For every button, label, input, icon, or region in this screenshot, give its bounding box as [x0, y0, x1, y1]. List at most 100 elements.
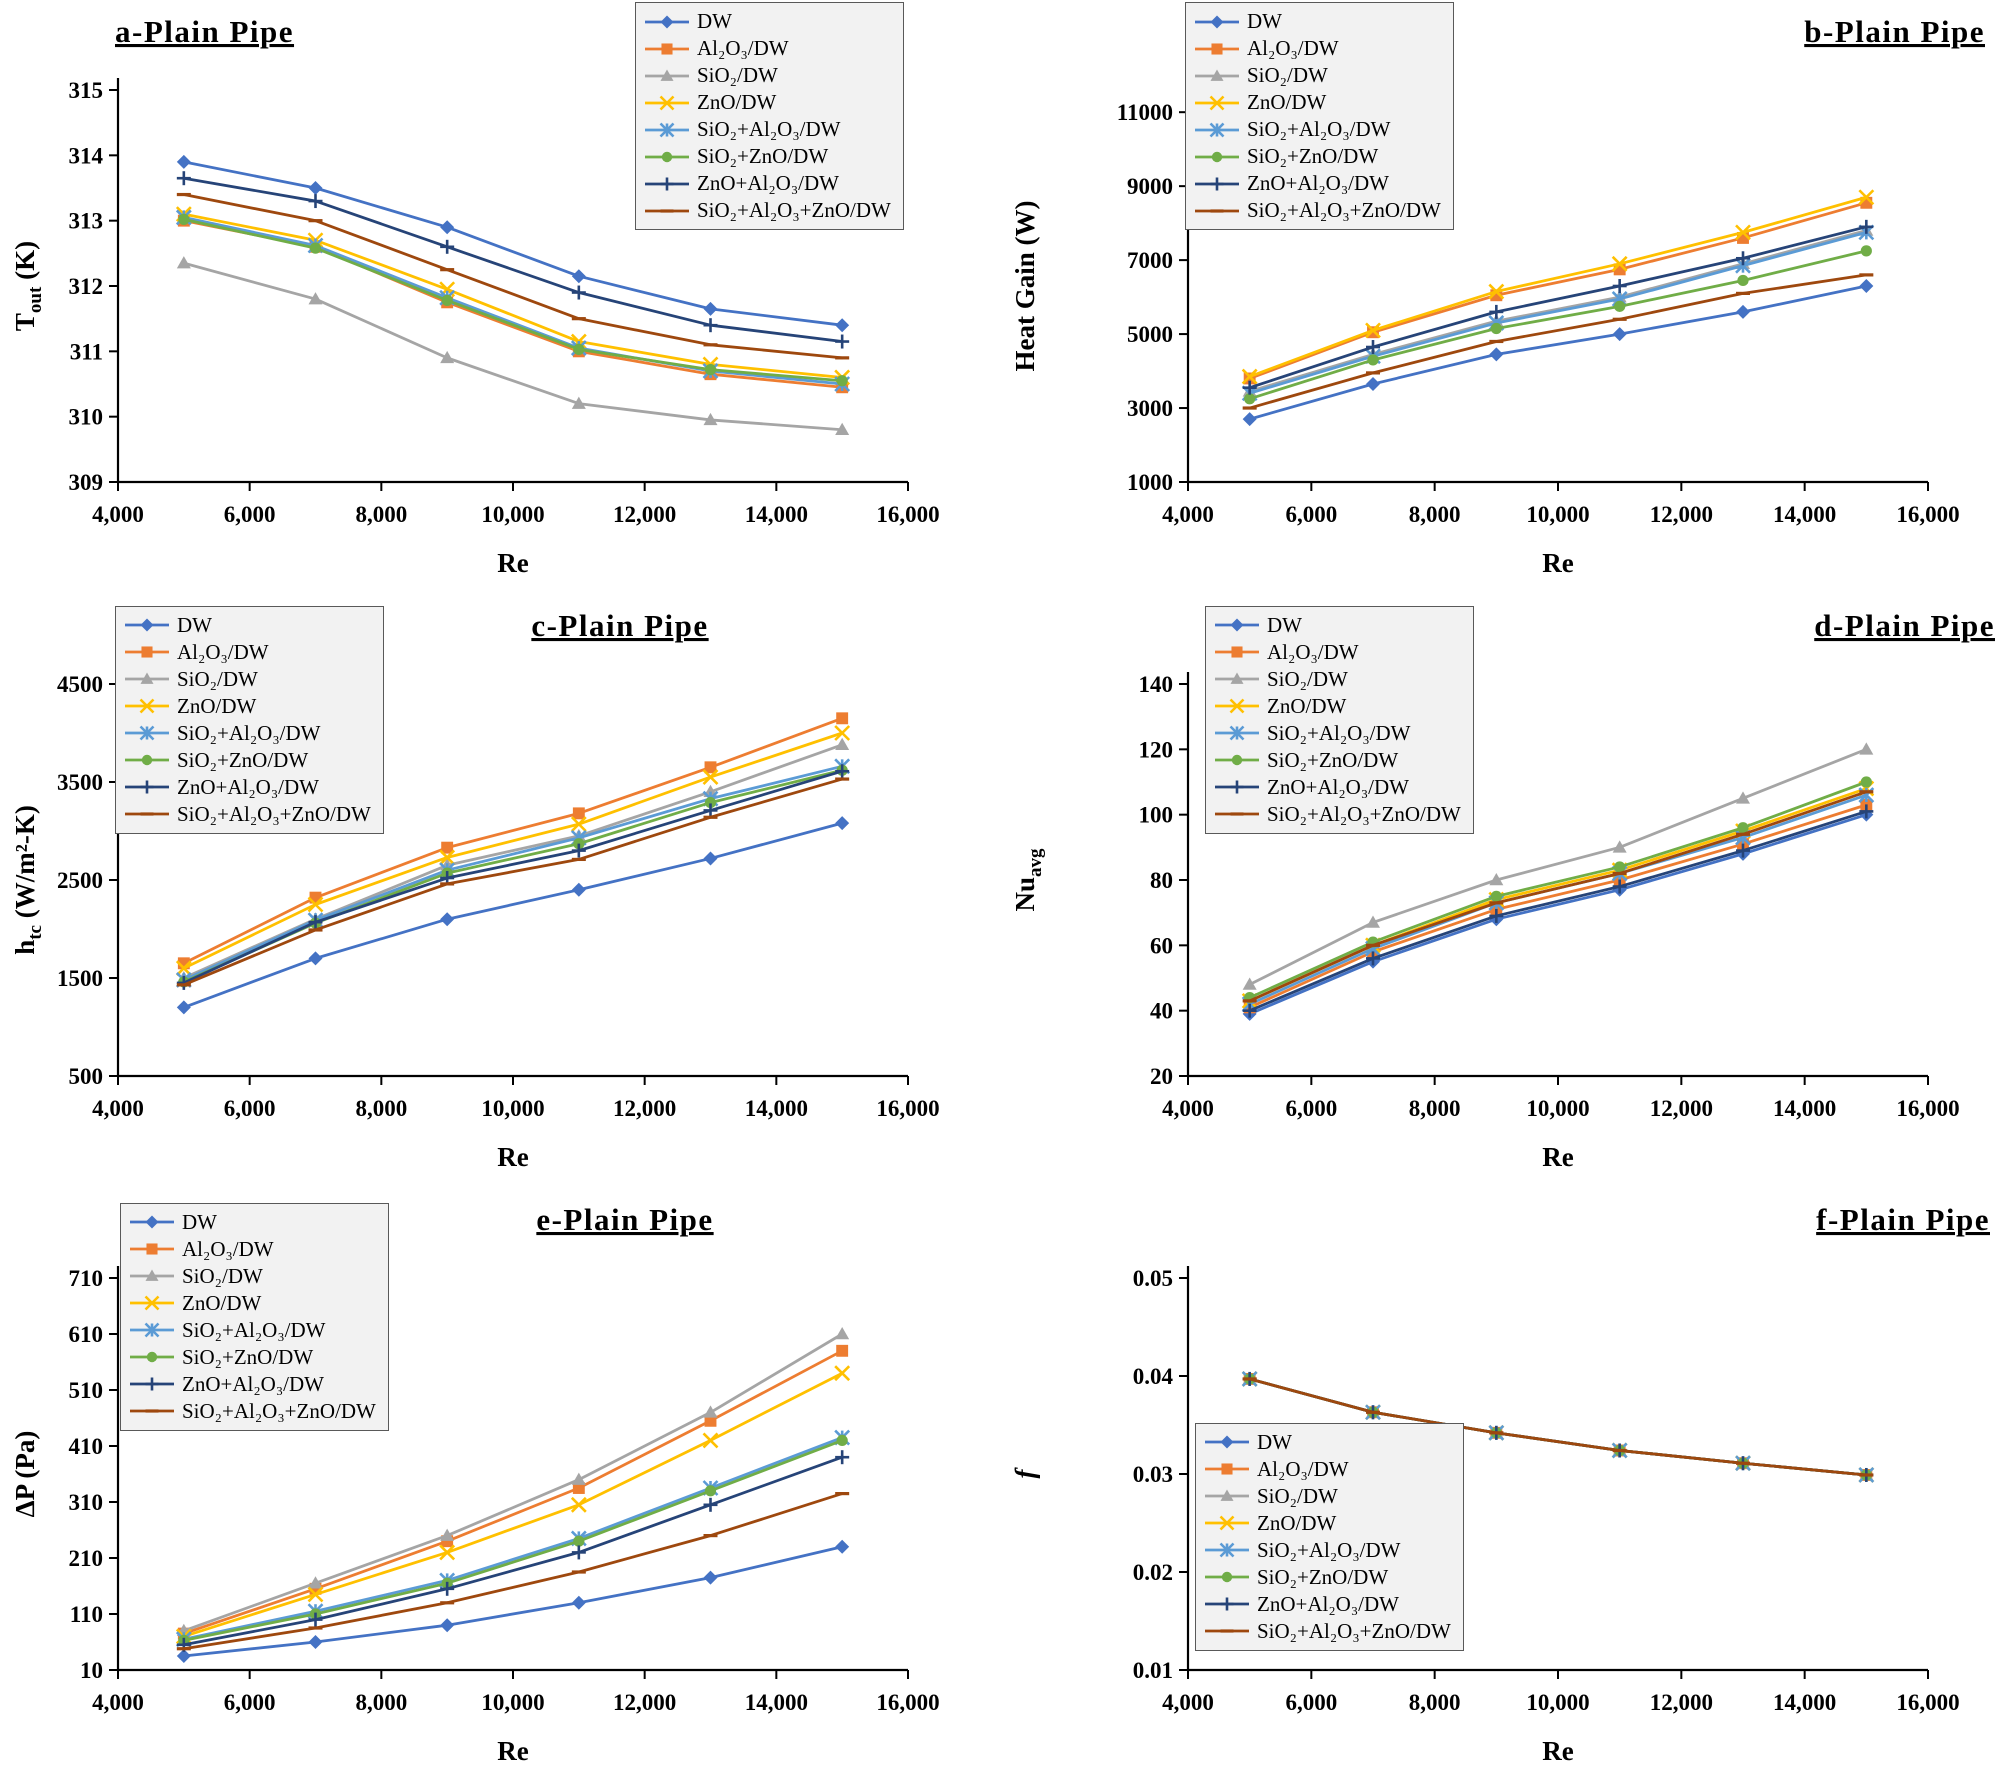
x-tick-label: 10,000: [1526, 1096, 1589, 1121]
legend-item: ZnO/DW: [1214, 694, 1461, 719]
y-axis-title: Nuavg: [1010, 848, 1046, 912]
legend-item: ZnO/DW: [1204, 1511, 1451, 1536]
panel-d-nu-vs-re: 20 40 60 80 100 120 140 4,000 6,000 8,000 10,000 12…: [1000, 594, 2000, 1188]
legend-item: ZnO/DW: [1194, 90, 1441, 115]
star-marker-icon: [645, 122, 689, 138]
y-tick-label: 310: [69, 1490, 104, 1515]
chart-b-svg: 1000 3000 5000 7000 9000 11000 4,000 6,000 8,000…: [1010, 14, 1984, 578]
x-tick-label: 4,000: [92, 502, 144, 527]
legend-item: Al₂O₃/DW: [129, 1237, 376, 1262]
legend-label: SiO₂+ZnO/DW: [182, 1344, 314, 1369]
y-tick-label: 1000: [1127, 470, 1173, 495]
x-tick-label: 6,000: [224, 1096, 276, 1121]
y-tick-label: 60: [1150, 933, 1173, 958]
y-tick-label: 0.03: [1133, 1462, 1173, 1487]
chart-title-d: d-Plain Pipe: [1814, 608, 1995, 643]
legend-item: SiO₂+Al₂O₃/DW: [124, 721, 371, 746]
chart-c-svg: 500 1500 2500 3500 4500 4,000 6,000 8,000 10,000…: [10, 608, 940, 1172]
legend-item: SiO₂+Al₂O₃+ZnO/DW: [1204, 1619, 1451, 1644]
legend-item: ZnO+Al₂O₃/DW: [1214, 775, 1461, 800]
y-tick-label: 3500: [57, 770, 103, 795]
chart-a-svg: 309 310 311 312 313 314 315 4,000 6,000 8,000 10,0…: [10, 14, 940, 578]
y-tick-label: 120: [1139, 737, 1174, 762]
legend-label: SiO₂/DW: [697, 63, 778, 88]
legend-label: SiO₂+Al₂O₃+ZnO/DW: [177, 801, 371, 826]
legend-label: ZnO/DW: [697, 90, 777, 115]
legend-item: Al₂O₃/DW: [124, 640, 371, 665]
legend-label: SiO₂+Al₂O₃/DW: [1247, 117, 1391, 142]
circle-marker-icon: [1215, 755, 1259, 766]
x-tick-label: 8,000: [355, 1096, 407, 1121]
series-line: [1248, 813, 1868, 1016]
y-tick-label: 500: [69, 1064, 104, 1089]
y-tick-label: 20: [1150, 1064, 1173, 1089]
legend-label: DW: [697, 9, 732, 34]
series-line: [182, 176, 844, 343]
y-tick-label: 312: [69, 274, 104, 299]
star-marker-icon: [130, 1322, 174, 1338]
legend-item: Al₂O₃/DW: [644, 36, 891, 61]
y-tick-label: 10: [80, 1658, 103, 1683]
triangle-marker-icon: [1205, 1489, 1249, 1501]
series-line: [182, 219, 844, 389]
legend-label: SiO₂+Al₂O₃/DW: [1267, 720, 1411, 745]
legend-label: SiO₂+Al₂O₃+ZnO/DW: [182, 1398, 376, 1423]
legend-label: ZnO/DW: [1267, 693, 1347, 718]
legend-item: SiO₂+ZnO/DW: [1194, 144, 1441, 169]
legend-item: DW: [129, 1210, 376, 1235]
series-line: [1248, 1377, 1868, 1477]
legend-d: DW Al₂O₃/DW SiO₂/DW ZnO/DW SiO₂+Al₂O₃/DW SiO₂…: [1205, 605, 1474, 834]
series-line: [1248, 249, 1868, 401]
legend-item: Al₂O₃/DW: [1214, 640, 1461, 665]
x-tick-label: 12,000: [613, 1096, 676, 1121]
legend-label: ZnO/DW: [177, 693, 257, 718]
x-axis-title: Re: [497, 548, 528, 578]
panel-a-tout-vs-re: 309 310 311 312 313 314 315 4,000 6,000 8,000 10,0…: [0, 0, 1000, 594]
legend-item: ZnO+Al₂O₃/DW: [644, 171, 891, 196]
legend-item: DW: [644, 9, 891, 34]
diamond-marker-icon: [130, 1215, 174, 1229]
legend-c: DW Al₂O₃/DW SiO₂/DW ZnO/DW SiO₂+Al₂O₃/DW SiO₂…: [115, 605, 384, 834]
dash-marker-icon: [1205, 1629, 1249, 1633]
legend-item: SiO₂/DW: [1204, 1484, 1451, 1509]
legend-item: SiO₂/DW: [129, 1264, 376, 1289]
legend-item: SiO₂+ZnO/DW: [644, 144, 891, 169]
series-line: [182, 215, 844, 386]
x-tick-label: 8,000: [355, 502, 407, 527]
panel-c-htc-vs-re: 500 1500 2500 3500 4500 4,000 6,000 8,000 10,000…: [0, 594, 1000, 1188]
legend-item: SiO₂+Al₂O₃+ZnO/DW: [1194, 198, 1441, 223]
x-tick-label: 14,000: [745, 502, 808, 527]
x-tick-label: 14,000: [1773, 502, 1836, 527]
x-tick-label: 6,000: [224, 502, 276, 527]
legend-item: SiO₂/DW: [1194, 63, 1441, 88]
legend-e: DW Al₂O₃/DW SiO₂/DW ZnO/DW SiO₂+Al₂O₃/DW SiO₂…: [120, 1202, 389, 1431]
legend-item: SiO₂+Al₂O₃/DW: [1194, 117, 1441, 142]
x-tick-label: 12,000: [1650, 1096, 1713, 1121]
series-line: [1248, 201, 1868, 380]
x-tick-label: 6,000: [224, 1690, 276, 1715]
legend-item: ZnO+Al₂O₃/DW: [1204, 1592, 1451, 1617]
dash-marker-icon: [125, 812, 169, 816]
x-tick-label: 10,000: [481, 1096, 544, 1121]
x-tick-label: 8,000: [355, 1690, 407, 1715]
x-tick-label: 14,000: [1773, 1690, 1836, 1715]
series-line: [1248, 229, 1868, 393]
legend-label: SiO₂+ZnO/DW: [1257, 1564, 1389, 1589]
series-line: [1248, 230, 1868, 395]
chart-title-f: f-Plain Pipe: [1816, 1202, 1990, 1237]
legend-item: ZnO/DW: [129, 1291, 376, 1316]
x-tick-label: 8,000: [1409, 1690, 1461, 1715]
x-axis-title: Re: [497, 1736, 528, 1766]
series-line: [182, 764, 844, 982]
legend-label: SiO₂/DW: [177, 666, 258, 691]
diamond-marker-icon: [1215, 618, 1259, 632]
series-line: [182, 731, 844, 970]
x-marker-icon: [125, 698, 169, 714]
y-axis-title: Heat Gain (W): [1010, 201, 1040, 372]
star-marker-icon: [125, 725, 169, 741]
series-line: [182, 777, 844, 987]
x-tick-label: 12,000: [1650, 1690, 1713, 1715]
legend-item: SiO₂+ZnO/DW: [1214, 748, 1461, 773]
y-tick-label: 40: [1150, 999, 1173, 1024]
